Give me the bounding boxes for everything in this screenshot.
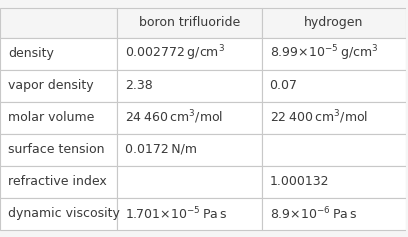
Text: boron trifluoride: boron trifluoride	[139, 16, 240, 29]
Bar	[0, 69, 118, 101]
Text: refractive index: refractive index	[8, 175, 107, 188]
Bar	[118, 8, 262, 37]
Text: 8.99×10$^{-5}$ g/cm$^3$: 8.99×10$^{-5}$ g/cm$^3$	[270, 44, 378, 63]
Bar	[118, 197, 262, 229]
Bar	[118, 101, 262, 133]
Bar	[0, 37, 118, 69]
Text: vapor density: vapor density	[8, 79, 93, 92]
Text: 2.38: 2.38	[125, 79, 153, 92]
Bar	[262, 101, 406, 133]
Text: 0.07: 0.07	[270, 79, 297, 92]
Text: hydrogen: hydrogen	[304, 16, 364, 29]
Bar	[0, 165, 118, 197]
Bar	[118, 69, 262, 101]
Text: 22 400 cm$^3$/mol: 22 400 cm$^3$/mol	[270, 109, 368, 126]
Text: density: density	[8, 47, 54, 60]
Bar	[262, 37, 406, 69]
Bar	[262, 133, 406, 165]
Text: 24 460 cm$^3$/mol: 24 460 cm$^3$/mol	[125, 109, 224, 126]
Bar	[262, 69, 406, 101]
Text: 1.701×10$^{-5}$ Pa s: 1.701×10$^{-5}$ Pa s	[125, 205, 228, 222]
Bar	[118, 165, 262, 197]
Bar	[0, 133, 118, 165]
Text: dynamic viscosity: dynamic viscosity	[8, 207, 120, 220]
Text: 1.000132: 1.000132	[270, 175, 329, 188]
Text: surface tension: surface tension	[8, 143, 104, 156]
Bar	[118, 37, 262, 69]
Bar	[0, 197, 118, 229]
Text: 0.002772 g/cm$^3$: 0.002772 g/cm$^3$	[125, 44, 226, 63]
Bar	[262, 8, 406, 37]
Bar	[118, 133, 262, 165]
Text: 8.9×10$^{-6}$ Pa s: 8.9×10$^{-6}$ Pa s	[270, 205, 357, 222]
Text: molar volume: molar volume	[8, 111, 94, 124]
Bar	[262, 197, 406, 229]
Text: 0.0172 N/m: 0.0172 N/m	[125, 143, 197, 156]
Bar	[0, 101, 118, 133]
Bar	[262, 165, 406, 197]
Bar	[0, 8, 118, 37]
